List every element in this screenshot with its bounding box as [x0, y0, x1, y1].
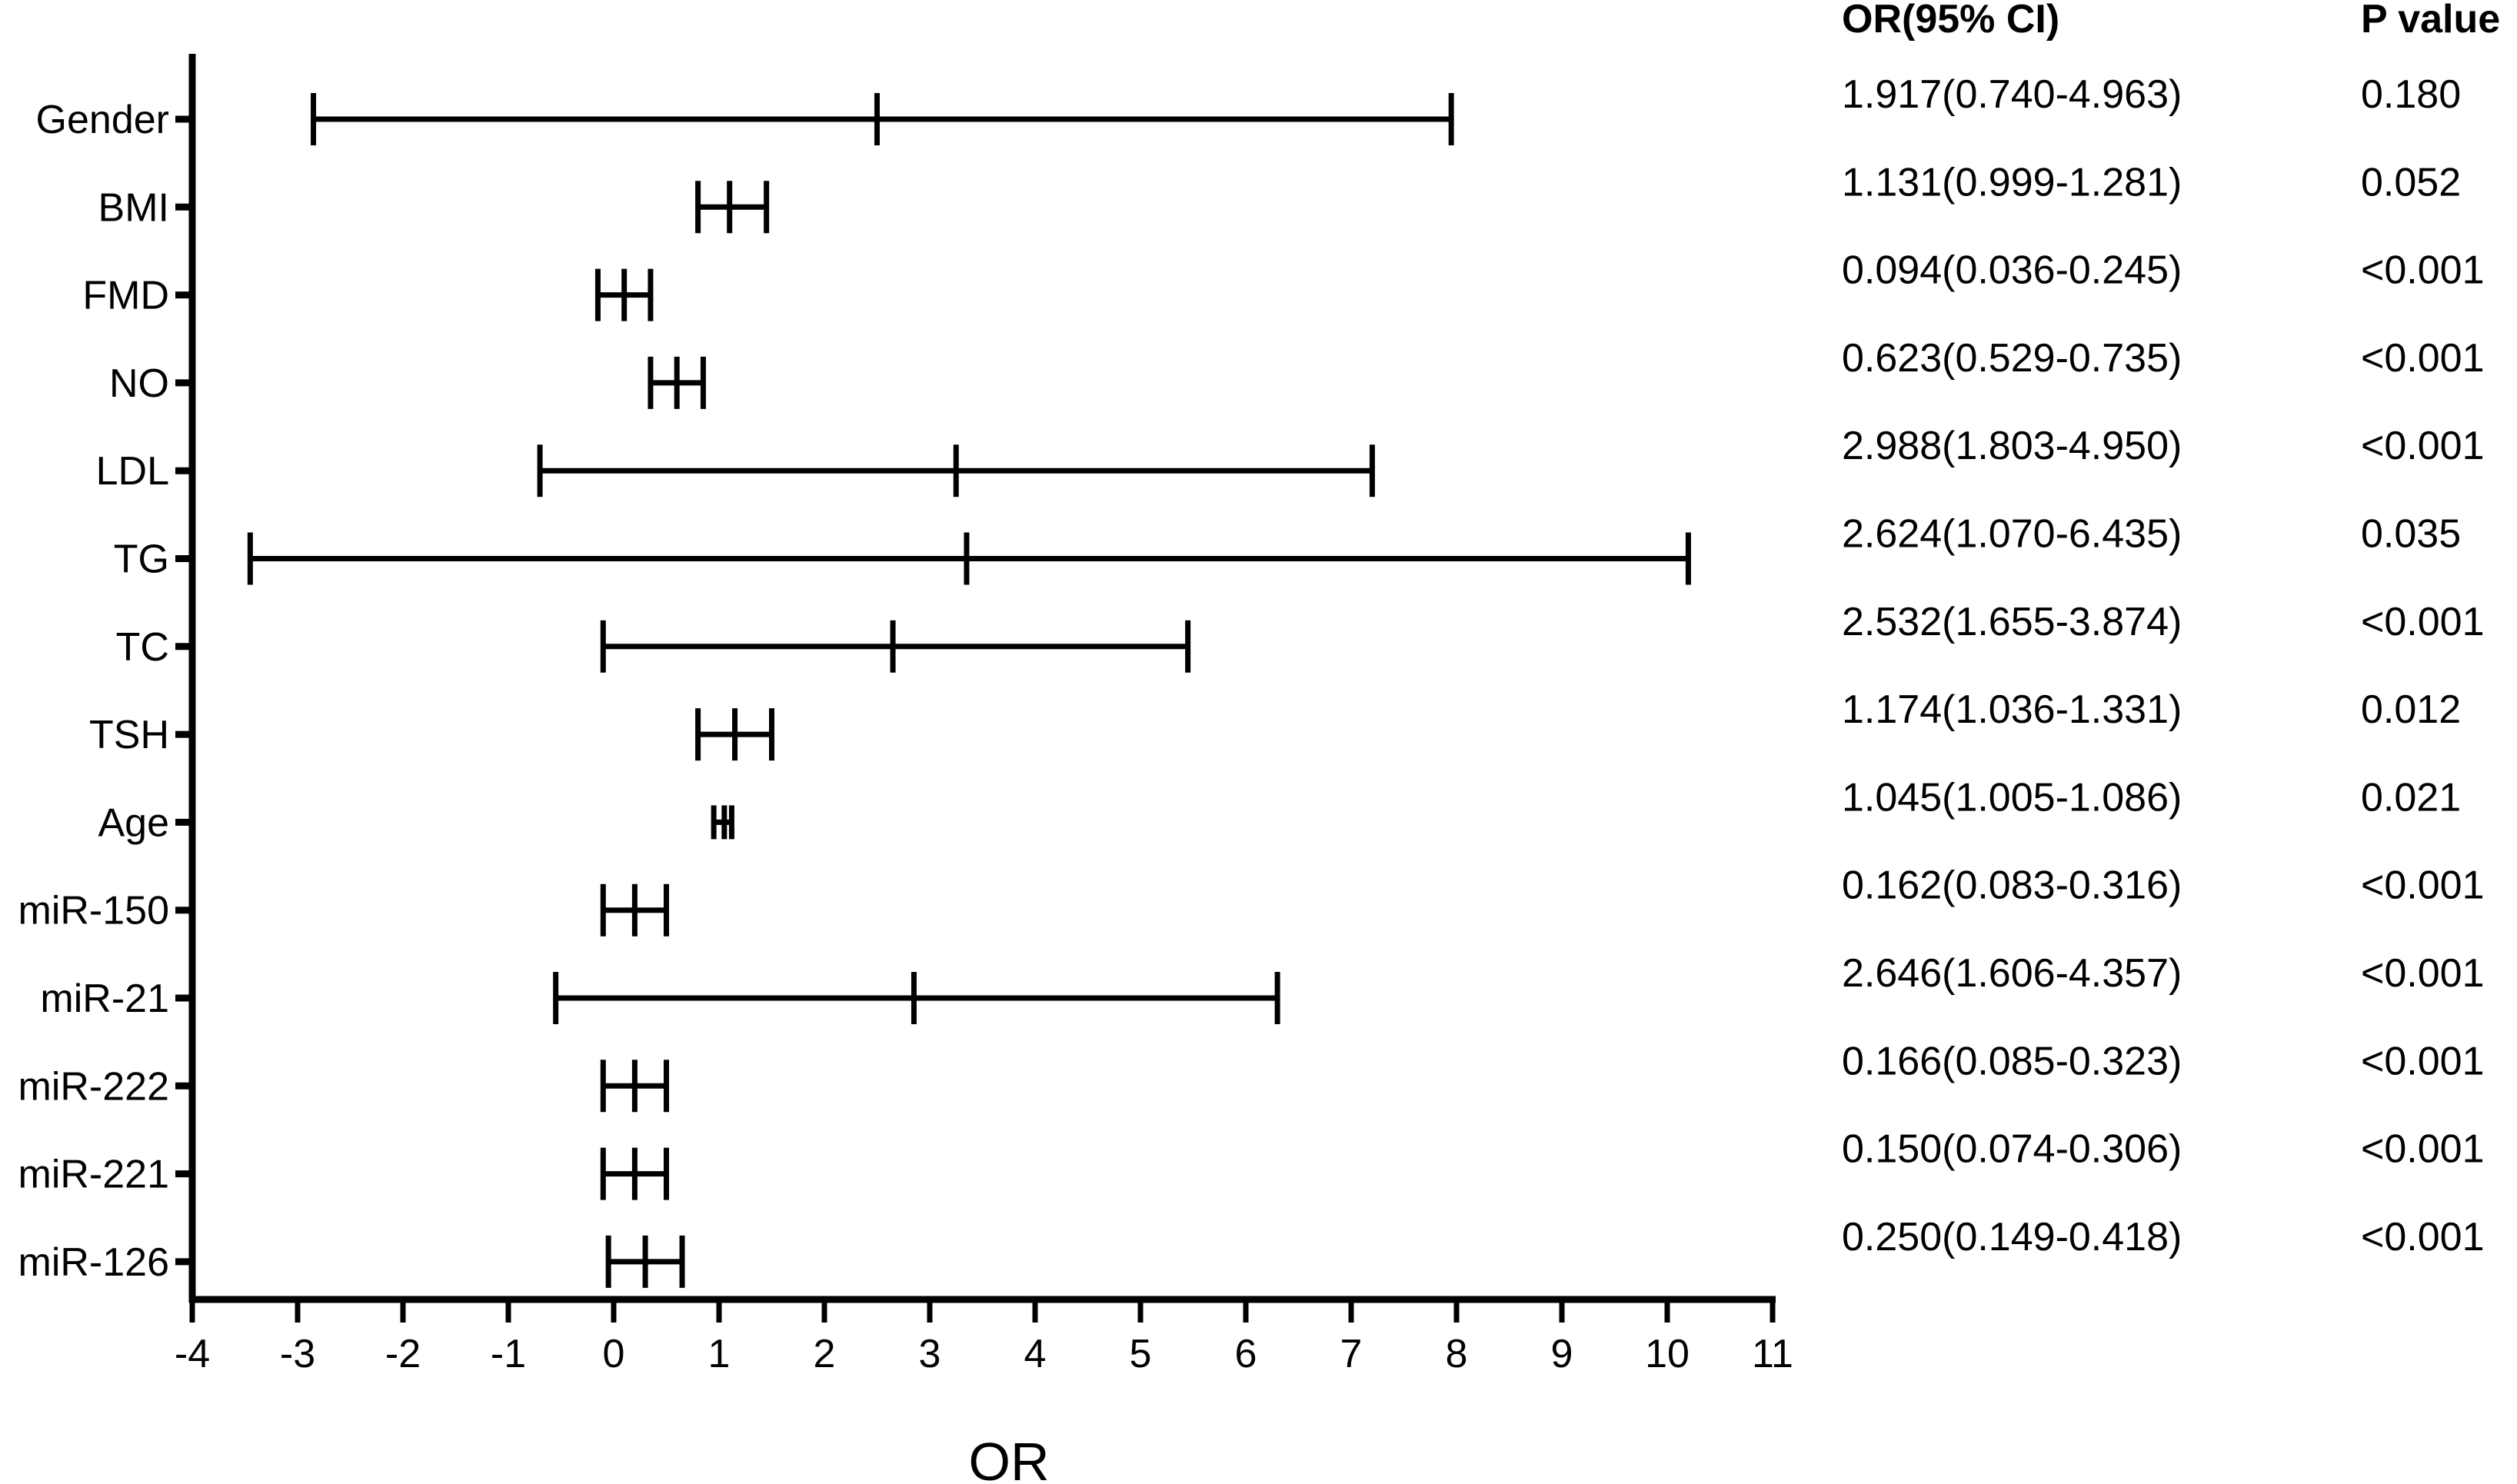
row-label: LDL	[96, 449, 169, 494]
or-ci-cell: 1.045(1.005-1.086)	[1842, 775, 2182, 820]
or-ci-cell: 0.150(0.074-0.306)	[1842, 1127, 2182, 1172]
forest-row: Age	[98, 800, 734, 845]
p-value-cell: <0.001	[2361, 248, 2485, 293]
p-value-cell: <0.001	[2361, 336, 2485, 381]
forest-rows: Gender BMI FMD NO LDL TG TC TSH Age miR-150 miR-21…	[18, 93, 1691, 1288]
x-tick-label: 4	[1024, 1332, 1047, 1376]
x-tick-label: 0	[603, 1332, 625, 1376]
x-tick-label: 5	[1130, 1332, 1152, 1376]
row-label: TC	[116, 625, 169, 670]
p-value-cell: <0.001	[2361, 600, 2485, 644]
x-tick-label: -3	[280, 1332, 315, 1376]
or-ci-cell: 2.624(1.070-6.435)	[1842, 512, 2182, 557]
row-label: NO	[109, 361, 169, 406]
forest-row: LDL	[96, 444, 1375, 497]
table-header-p-value: P value	[2361, 0, 2500, 42]
or-ci-cell: 2.646(1.606-4.357)	[1842, 951, 2182, 996]
p-value-cell: 0.012	[2361, 687, 2461, 732]
x-tick-label: 3	[919, 1332, 941, 1376]
x-axis-title: OR	[969, 1432, 1050, 1484]
forest-row: miR-126	[18, 1235, 685, 1288]
forest-row: FMD	[82, 268, 654, 321]
table-header-or-ci: OR(95% CI)	[1842, 0, 2059, 42]
row-label: miR-150	[18, 889, 170, 933]
p-value-cell: 0.021	[2361, 775, 2461, 820]
x-tick-label: 6	[1235, 1332, 1257, 1376]
or-ci-cell: 2.532(1.655-3.874)	[1842, 600, 2182, 644]
forest-row: Gender	[36, 93, 1454, 145]
p-value-cell: 0.035	[2361, 512, 2461, 557]
row-label: Gender	[36, 98, 169, 142]
forest-row: miR-21	[40, 972, 1280, 1024]
x-tick-label: 9	[1551, 1332, 1573, 1376]
forest-row: miR-222	[18, 1060, 669, 1113]
p-value-cell: 0.180	[2361, 72, 2461, 117]
x-tick-label: -4	[175, 1332, 210, 1376]
p-value-cell: <0.001	[2361, 424, 2485, 468]
or-ci-cell: 0.094(0.036-0.245)	[1842, 248, 2182, 293]
row-label: TG	[114, 537, 169, 582]
row-label: miR-221	[18, 1153, 170, 1197]
row-label: miR-126	[18, 1240, 170, 1285]
x-tick-label: 10	[1645, 1332, 1690, 1376]
forest-row: TG	[114, 532, 1691, 585]
x-axis: -4 -3 -2 -1 0 1 2 3 4 5 6 7 8 9 10 11	[175, 1296, 1793, 1376]
or-ci-cell: 0.623(0.529-0.735)	[1842, 336, 2182, 381]
or-ci-cell: 1.174(1.036-1.331)	[1842, 687, 2182, 732]
row-label: FMD	[82, 274, 169, 318]
row-label: miR-21	[40, 977, 169, 1021]
x-tick-label: 11	[1752, 1332, 1793, 1376]
row-label: miR-222	[18, 1064, 170, 1109]
x-tick-label: 1	[708, 1332, 731, 1376]
forest-row: TC	[116, 620, 1191, 673]
row-label: BMI	[98, 185, 169, 230]
or-ci-cell: 0.250(0.149-0.418)	[1842, 1215, 2182, 1259]
p-value-cell: <0.001	[2361, 1039, 2485, 1083]
p-value-cell: <0.001	[2361, 951, 2485, 996]
p-value-cell: <0.001	[2361, 863, 2485, 908]
p-value-cell: <0.001	[2361, 1215, 2485, 1259]
results-table: OR(95% CI) P value 1.917(0.740-4.963) 0.1…	[1842, 0, 2500, 1259]
p-value-cell: <0.001	[2361, 1127, 2485, 1172]
forest-row: NO	[109, 356, 706, 409]
x-tick-label: -2	[385, 1332, 421, 1376]
forest-row: BMI	[98, 181, 770, 234]
or-ci-cell: 2.988(1.803-4.950)	[1842, 424, 2182, 468]
x-tick-label: 2	[814, 1332, 836, 1376]
x-tick-label: -1	[491, 1332, 526, 1376]
or-ci-cell: 0.162(0.083-0.316)	[1842, 863, 2182, 908]
x-tick-label: 7	[1340, 1332, 1363, 1376]
or-ci-cell: 1.131(0.999-1.281)	[1842, 160, 2182, 205]
p-value-cell: 0.052	[2361, 160, 2461, 205]
forest-row: miR-150	[18, 883, 669, 937]
or-ci-cell: 0.166(0.085-0.323)	[1842, 1039, 2182, 1083]
row-label: Age	[98, 800, 169, 845]
forest-row: miR-221	[18, 1147, 669, 1200]
x-tick-label: 8	[1446, 1332, 1468, 1376]
or-ci-cell: 1.917(0.740-4.963)	[1842, 72, 2182, 117]
forest-row: TSH	[89, 708, 774, 761]
row-label: TSH	[89, 713, 169, 757]
